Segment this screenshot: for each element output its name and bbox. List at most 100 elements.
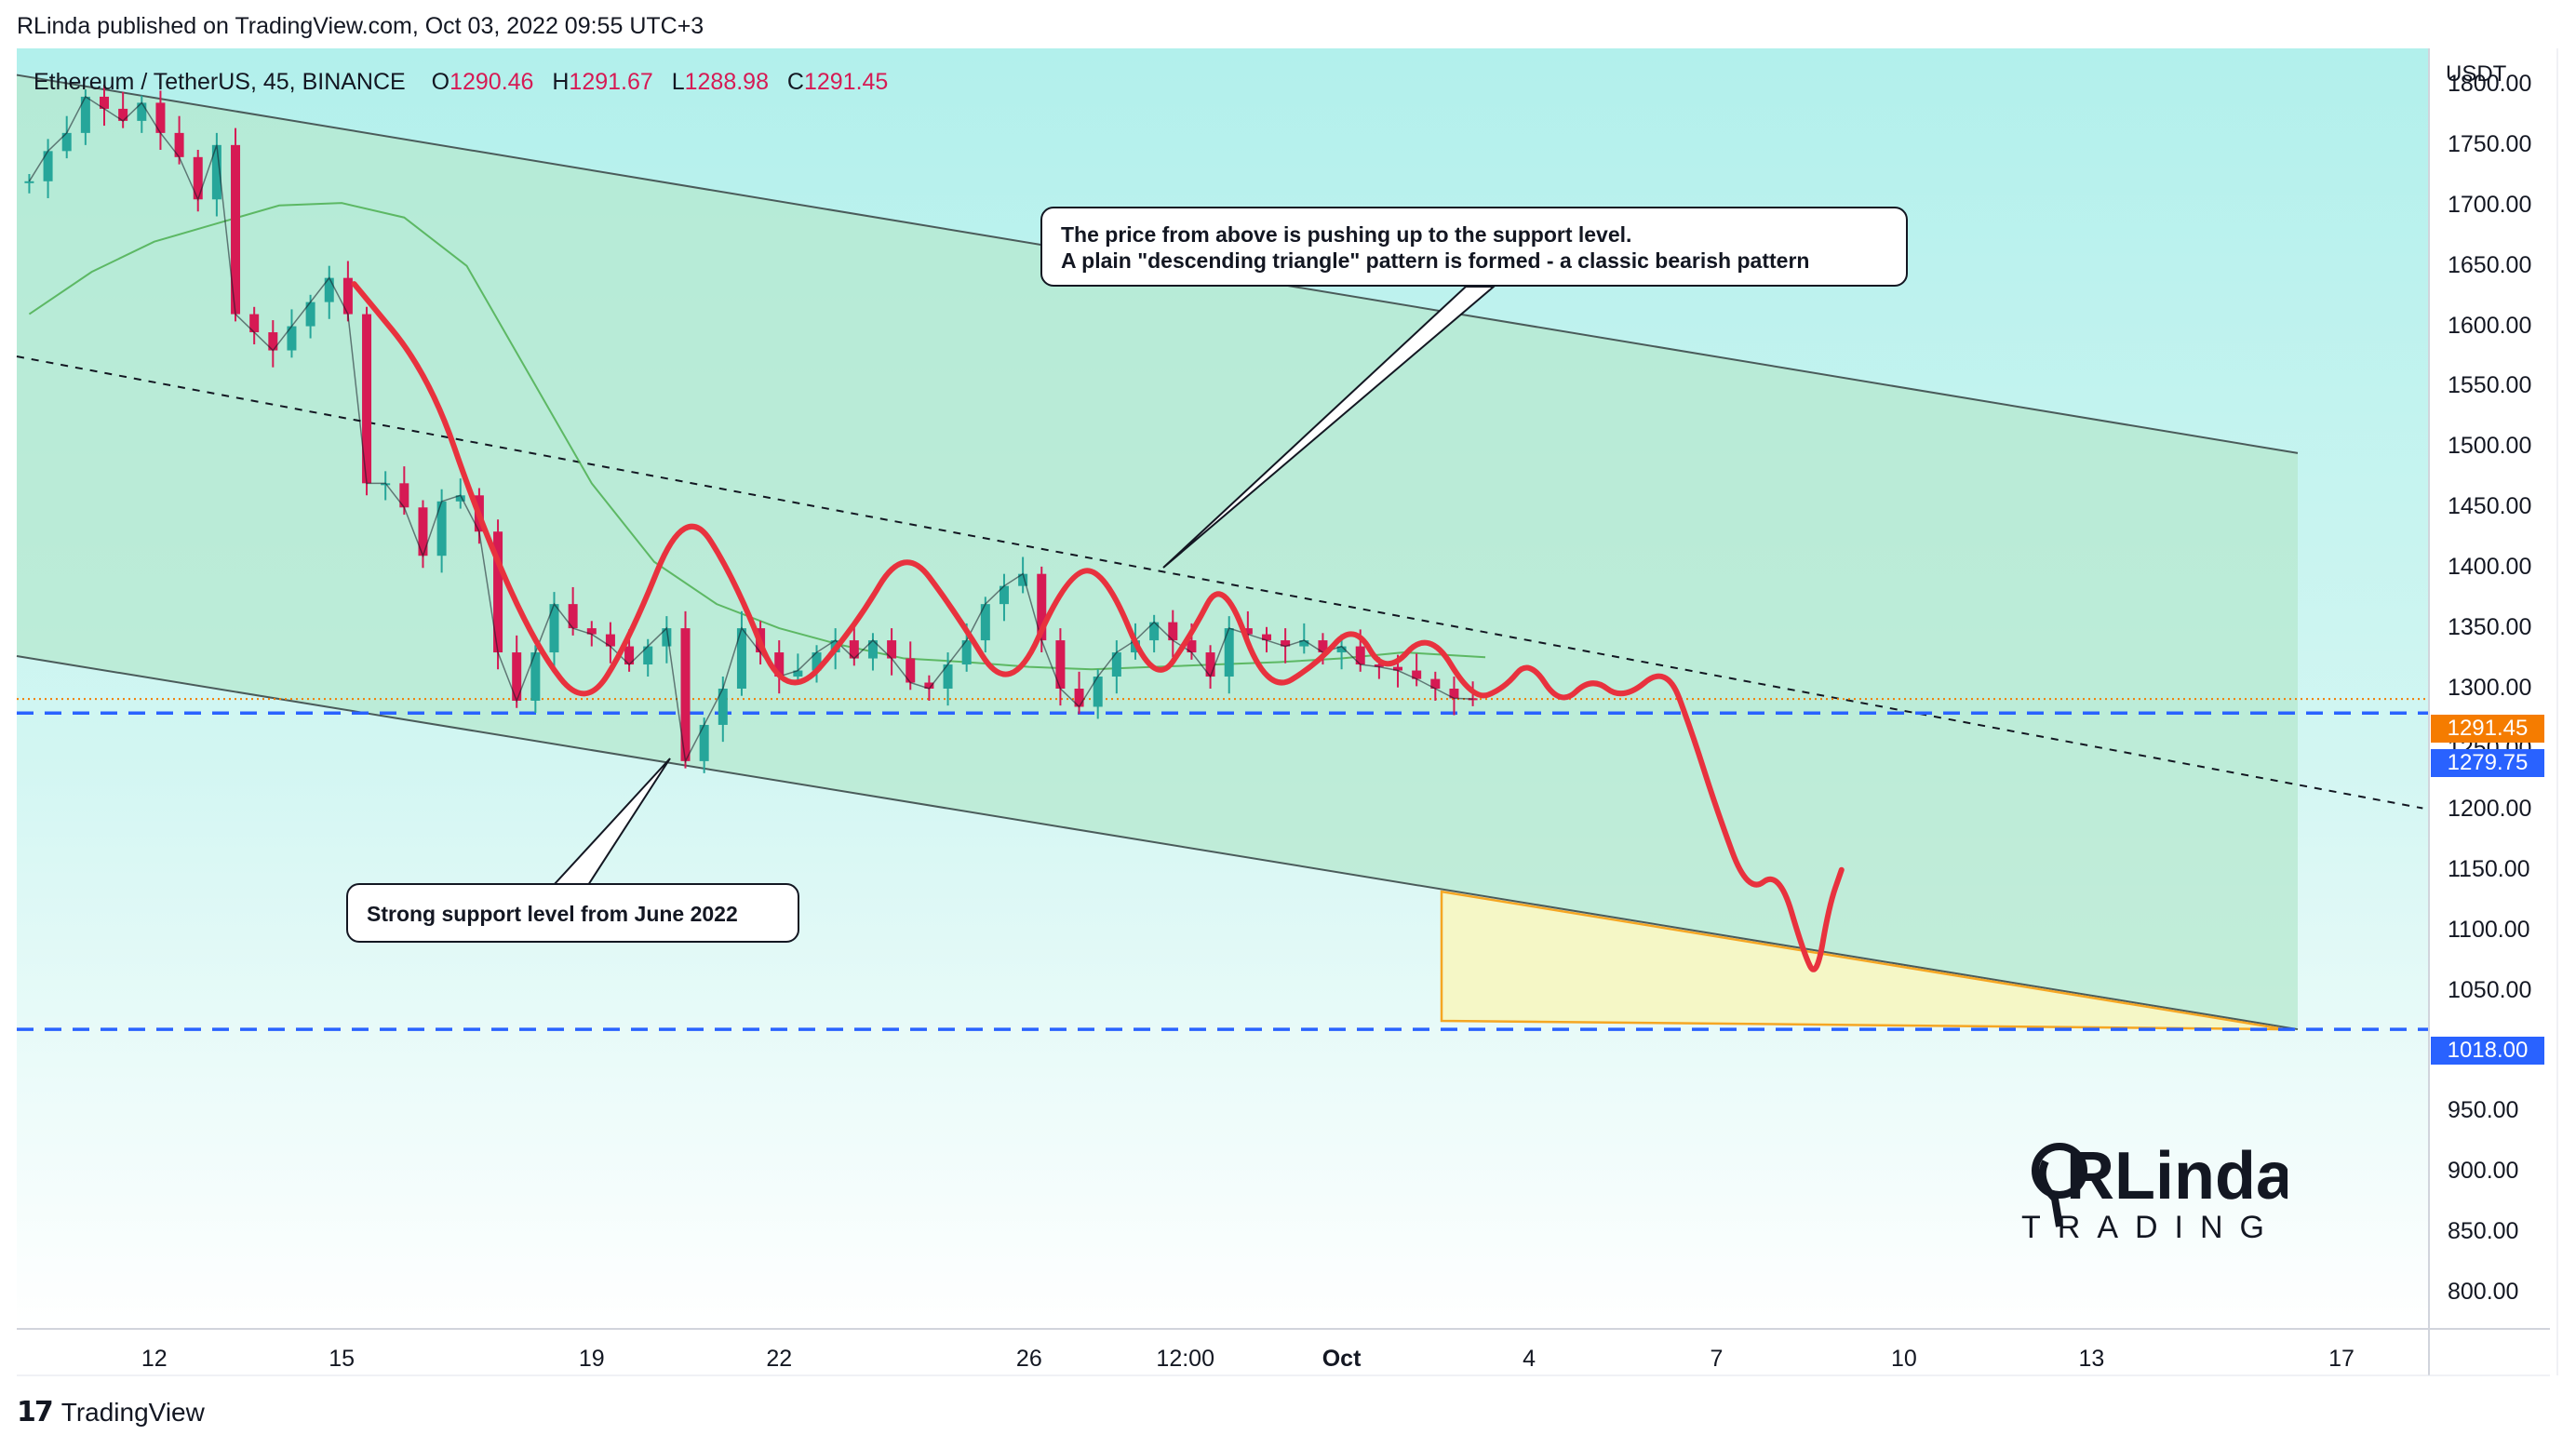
logo-line1: RLinda bbox=[2066, 1139, 2288, 1213]
candle-body bbox=[1430, 678, 1441, 689]
candle-body bbox=[1449, 689, 1459, 699]
price-axis-unit: USDT bbox=[2446, 61, 2507, 87]
candle-body bbox=[305, 302, 315, 327]
tradingview-footer-text: TradingView bbox=[60, 1397, 205, 1427]
candle-body bbox=[43, 151, 53, 181]
time-axis-tick: 4 bbox=[1523, 1346, 1536, 1372]
candle-body bbox=[605, 634, 615, 647]
logo-profile-icon bbox=[2032, 1143, 2087, 1199]
symbol-legend: Ethereum / TetherUS, 45, BINANCE O1290.4… bbox=[34, 69, 888, 96]
candle-body bbox=[624, 646, 635, 665]
candle-body bbox=[436, 501, 447, 556]
price-axis-tick: 950.00 bbox=[2448, 1097, 2519, 1124]
candle-body bbox=[924, 682, 934, 689]
candle-body bbox=[137, 102, 147, 121]
candle-body bbox=[662, 628, 672, 647]
candle-body bbox=[1018, 573, 1028, 586]
callout-top-line2: A plain "descending triangle" pattern is… bbox=[1061, 248, 1810, 273]
candle-body bbox=[268, 332, 278, 351]
callout-descending-triangle[interactable]: The price from above is pushing up to th… bbox=[1040, 207, 1908, 287]
price-close-line bbox=[28, 95, 1473, 764]
candle-body bbox=[193, 156, 203, 200]
close-label: C bbox=[786, 69, 804, 95]
price-axis-tick: 1050.00 bbox=[2448, 976, 2532, 1003]
tradingview-footer[interactable]: 𝟭𝟳 TradingView bbox=[17, 1396, 205, 1428]
candle-body bbox=[1055, 640, 1066, 689]
candle-body bbox=[887, 640, 897, 659]
rlinda-trading-logo: RLinda TRADING bbox=[2021, 1139, 2288, 1245]
price-axis-tick: 1800.00 bbox=[2448, 70, 2532, 97]
candle-body bbox=[1074, 689, 1084, 707]
candle-body bbox=[493, 531, 503, 653]
candle-body bbox=[793, 670, 803, 677]
last-price-tag: 1291.45 bbox=[2431, 715, 2544, 743]
price-axis-tick: 1400.00 bbox=[2448, 554, 2532, 581]
candle-body bbox=[1393, 666, 1403, 671]
candle-body bbox=[1093, 677, 1103, 707]
price-axis-tick: 1750.00 bbox=[2448, 130, 2532, 157]
candle-body bbox=[211, 144, 221, 200]
candle-body bbox=[1412, 670, 1422, 679]
price-axis-tick: 1150.00 bbox=[2448, 855, 2530, 882]
candle-body bbox=[249, 314, 260, 333]
descending-channel-fill bbox=[17, 74, 2298, 1030]
price-axis-tick: 1550.00 bbox=[2448, 372, 2532, 399]
candle-body bbox=[100, 96, 110, 109]
channel-mid-dashed-line bbox=[16, 355, 2423, 810]
high-label: H bbox=[552, 69, 570, 95]
open-value: 1290.46 bbox=[449, 69, 534, 95]
support-price-tag: 1279.75 bbox=[2431, 749, 2544, 777]
candle-body bbox=[736, 628, 746, 689]
callout-support-level[interactable]: Strong support level from June 2022 bbox=[346, 883, 799, 943]
candle-body bbox=[1299, 640, 1309, 647]
price-axis-tick: 1500.00 bbox=[2448, 433, 2532, 460]
target-triangle-zone bbox=[1440, 890, 2286, 1031]
candle-body bbox=[155, 102, 166, 133]
low-label: L bbox=[671, 69, 685, 95]
candle-body bbox=[1262, 634, 1272, 641]
price-axis-tick: 900.00 bbox=[2448, 1158, 2519, 1185]
candle-body bbox=[586, 628, 597, 635]
callout-bottom-text: Strong support level from June 2022 bbox=[367, 902, 738, 926]
candle-body bbox=[1374, 664, 1384, 667]
candle-body bbox=[399, 483, 409, 508]
time-axis-tick: 12 bbox=[141, 1346, 168, 1372]
high-value: 1291.67 bbox=[569, 69, 653, 95]
candle-body bbox=[1355, 646, 1365, 665]
time-axis-tick: 15 bbox=[329, 1346, 356, 1372]
candle-body bbox=[1468, 698, 1478, 701]
callout-top-pointer bbox=[1162, 286, 1496, 569]
candle-body bbox=[362, 314, 372, 484]
candle-body bbox=[418, 507, 428, 556]
time-axis-tick: 19 bbox=[578, 1346, 605, 1372]
candle-body bbox=[24, 181, 34, 183]
time-axis-tick: 17 bbox=[2328, 1346, 2355, 1372]
close-value: 1291.45 bbox=[803, 69, 889, 95]
candle-body bbox=[718, 689, 728, 725]
price-axis-tick: 1600.00 bbox=[2448, 312, 2532, 339]
time-axis-tick: 13 bbox=[2078, 1346, 2105, 1372]
candle-body bbox=[1205, 652, 1215, 677]
candle-body bbox=[530, 652, 541, 701]
price-axis-tick: 1450.00 bbox=[2448, 493, 2532, 520]
candle-body bbox=[549, 604, 559, 653]
time-axis-tick: 7 bbox=[1710, 1346, 1724, 1372]
candle-body bbox=[1149, 622, 1160, 641]
candle-body bbox=[699, 724, 709, 761]
candle-body bbox=[812, 652, 822, 671]
candle-body bbox=[231, 144, 241, 315]
candle-body bbox=[1281, 640, 1291, 647]
candle-body bbox=[906, 658, 916, 683]
candle-body bbox=[980, 604, 990, 641]
candle-body bbox=[643, 646, 653, 665]
candle-body bbox=[849, 640, 859, 659]
candle-body bbox=[680, 628, 691, 761]
candle-body bbox=[174, 132, 184, 157]
candle-body bbox=[568, 604, 578, 629]
price-axis-tick: 800.00 bbox=[2448, 1279, 2519, 1306]
price-axis-tick: 1650.00 bbox=[2448, 251, 2532, 278]
candle-body bbox=[324, 277, 334, 302]
projected-path-line bbox=[351, 281, 1845, 972]
candle-body bbox=[1224, 628, 1234, 677]
candle-body bbox=[342, 277, 353, 315]
